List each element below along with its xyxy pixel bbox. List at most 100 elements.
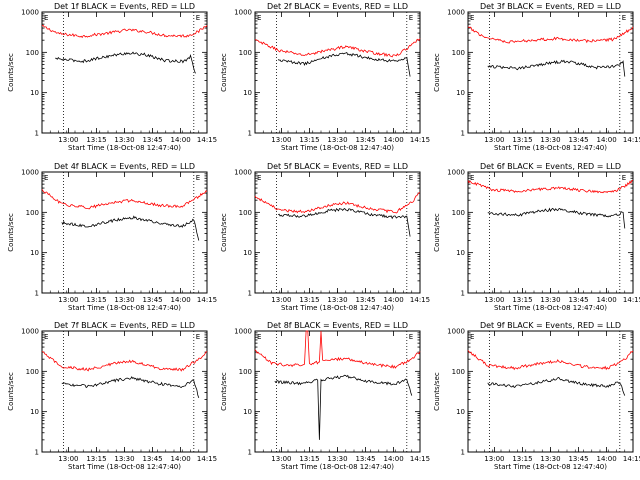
x-tick-label: 13:15 bbox=[299, 296, 319, 304]
corner-label: E bbox=[409, 174, 413, 182]
corner-label: E bbox=[44, 14, 48, 22]
x-tick-label: 13:45 bbox=[142, 455, 162, 463]
y-axis-label: Counts/sec bbox=[220, 372, 228, 411]
x-tick-label: 13:30 bbox=[540, 455, 560, 463]
y-tick-label: 10 bbox=[243, 249, 252, 257]
plot-frame bbox=[254, 171, 421, 294]
x-tick-label: 13:45 bbox=[355, 455, 375, 463]
x-tick-label: 13:30 bbox=[327, 136, 347, 144]
x-tick-label: 14:15 bbox=[197, 296, 217, 304]
x-tick-label: 13:00 bbox=[271, 296, 291, 304]
x-tick-label: 13:15 bbox=[299, 455, 319, 463]
x-tick-label: 13:30 bbox=[327, 455, 347, 463]
plot-frame bbox=[41, 330, 208, 453]
plot-frame bbox=[254, 330, 421, 453]
series-lld-line bbox=[467, 26, 634, 44]
y-tick-label: 1 bbox=[461, 290, 465, 298]
x-tick-label: 13:15 bbox=[86, 455, 106, 463]
panel-det-6: Det 6f BLACK = Events, RED = LLD 1 10 100 10… bbox=[433, 162, 640, 312]
x-tick-label: 13:00 bbox=[58, 455, 78, 463]
x-tick-label: 14:15 bbox=[197, 136, 217, 144]
panel-title: Det 2f BLACK = Events, RED = LLD bbox=[267, 2, 408, 11]
y-tick-label: 1000 bbox=[21, 328, 39, 336]
plot-frame bbox=[41, 11, 208, 134]
series-lld-line bbox=[254, 192, 421, 214]
corner-label: E bbox=[470, 174, 474, 182]
x-tick-label: 14:15 bbox=[623, 455, 640, 463]
y-tick-label: 1 bbox=[461, 130, 465, 138]
y-tick-label: 1000 bbox=[21, 169, 39, 177]
x-tick-label: 13:00 bbox=[58, 136, 78, 144]
x-tick-label: 13:30 bbox=[114, 136, 134, 144]
series-events-line bbox=[277, 207, 411, 237]
x-tick-label: 14:15 bbox=[410, 455, 430, 463]
x-tick-label: 13:00 bbox=[58, 296, 78, 304]
x-tick-label: 13:30 bbox=[114, 455, 134, 463]
x-tick-label: 14:00 bbox=[171, 455, 191, 463]
series-events-line bbox=[61, 215, 200, 241]
panel-det-7: Det 7f BLACK = Events, RED = LLD 1 10 100 10… bbox=[7, 321, 217, 471]
x-tick-label: 14:00 bbox=[384, 455, 404, 463]
corner-label: E bbox=[257, 333, 261, 341]
y-axis-label: Counts/sec bbox=[7, 213, 15, 252]
y-tick-label: 10 bbox=[30, 249, 39, 257]
y-tick-label: 1 bbox=[35, 130, 39, 138]
y-tick-label: 100 bbox=[239, 49, 252, 57]
x-tick-label: 14:15 bbox=[410, 136, 430, 144]
corner-label: E bbox=[44, 174, 48, 182]
corner-label: E bbox=[409, 333, 413, 341]
x-tick-label: 13:15 bbox=[512, 136, 532, 144]
y-axis-label: Counts/sec bbox=[7, 372, 15, 411]
y-tick-label: 100 bbox=[239, 209, 252, 217]
x-tick-label: 14:00 bbox=[597, 296, 617, 304]
series-lld-line bbox=[41, 189, 208, 210]
series-events-line bbox=[487, 59, 626, 77]
x-axis-label: Start Time (18-Oct-08 12:47:40) bbox=[281, 304, 394, 312]
x-tick-label: 14:00 bbox=[384, 296, 404, 304]
corner-label: E bbox=[622, 174, 626, 182]
x-tick-label: 14:00 bbox=[597, 455, 617, 463]
x-axis-label: Start Time (18-Oct-08 12:47:40) bbox=[68, 463, 181, 471]
panel-det-9: Det 9f BLACK = Events, RED = LLD 1 10 100 10… bbox=[433, 321, 640, 471]
x-tick-label: 13:00 bbox=[484, 296, 504, 304]
x-tick-label: 13:30 bbox=[540, 136, 560, 144]
x-tick-label: 13:15 bbox=[86, 296, 106, 304]
series-events-line bbox=[487, 377, 626, 396]
y-tick-label: 1 bbox=[461, 449, 465, 457]
corner-label: E bbox=[257, 14, 261, 22]
y-tick-label: 10 bbox=[243, 89, 252, 97]
y-axis-label: Counts/sec bbox=[220, 213, 228, 252]
series-events-line bbox=[61, 376, 200, 399]
x-tick-label: 14:15 bbox=[197, 455, 217, 463]
x-tick-label: 13:30 bbox=[327, 296, 347, 304]
y-axis-label: Counts/sec bbox=[433, 53, 441, 92]
y-tick-label: 100 bbox=[452, 209, 465, 217]
x-tick-label: 13:45 bbox=[142, 136, 162, 144]
y-axis-label: Counts/sec bbox=[433, 213, 441, 252]
panel-title: Det 9f BLACK = Events, RED = LLD bbox=[480, 321, 621, 330]
plot-frame bbox=[467, 330, 634, 453]
x-tick-label: 14:15 bbox=[410, 296, 430, 304]
y-tick-label: 1000 bbox=[21, 9, 39, 17]
x-tick-label: 13:45 bbox=[568, 296, 588, 304]
x-tick-label: 13:00 bbox=[484, 455, 504, 463]
series-lld-line bbox=[41, 24, 208, 39]
x-tick-label: 14:00 bbox=[171, 136, 191, 144]
series-lld-line bbox=[467, 180, 633, 194]
series-lld-line bbox=[41, 351, 208, 372]
x-tick-label: 14:00 bbox=[171, 296, 191, 304]
panel-det-4: Det 4f BLACK = Events, RED = LLD 1 10 100 10… bbox=[7, 162, 217, 312]
plot-frame bbox=[254, 11, 421, 134]
series-events-line bbox=[487, 207, 626, 229]
x-axis-label: Start Time (18-Oct-08 12:47:40) bbox=[281, 463, 394, 471]
y-axis-label: Counts/sec bbox=[7, 53, 15, 92]
x-tick-label: 13:00 bbox=[271, 136, 291, 144]
y-tick-label: 1 bbox=[248, 130, 252, 138]
x-tick-label: 13:15 bbox=[512, 455, 532, 463]
x-axis-label: Start Time (18-Oct-08 12:47:40) bbox=[494, 463, 607, 471]
x-tick-label: 13:15 bbox=[299, 136, 319, 144]
y-tick-label: 10 bbox=[30, 89, 39, 97]
x-tick-label: 13:45 bbox=[568, 136, 588, 144]
y-tick-label: 1000 bbox=[234, 328, 252, 336]
panel-det-3: Det 3f BLACK = Events, RED = LLD 1 10 100 10… bbox=[433, 2, 640, 152]
